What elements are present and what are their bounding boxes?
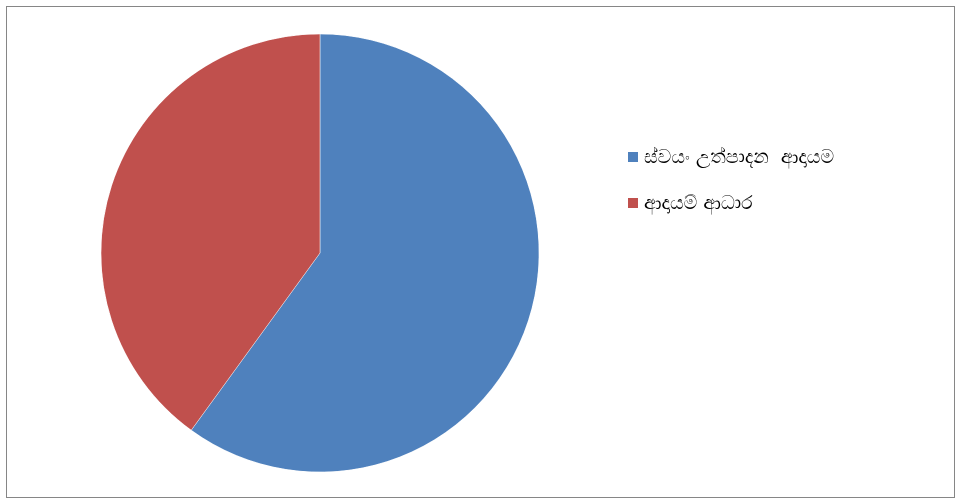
legend: ස්වයං උත්පාදන ආදායම ආදායම් ආධාර [628,143,834,235]
legend-item-self-generated-income: ස්වයං උත්පාදන ආදායම [628,143,834,171]
pie-slice-1 [100,33,321,431]
legend-item-income-grants: ආදායම් ආධාර [628,189,834,217]
pie-slices [100,33,540,473]
legend-label: ස්වයං උත්පාදන ආදායම [644,146,835,168]
legend-label: ආදායම් ආධාර [644,192,753,214]
legend-swatch-blue [628,152,638,162]
legend-swatch-red [628,198,638,208]
pie-slice-0 [190,33,540,473]
